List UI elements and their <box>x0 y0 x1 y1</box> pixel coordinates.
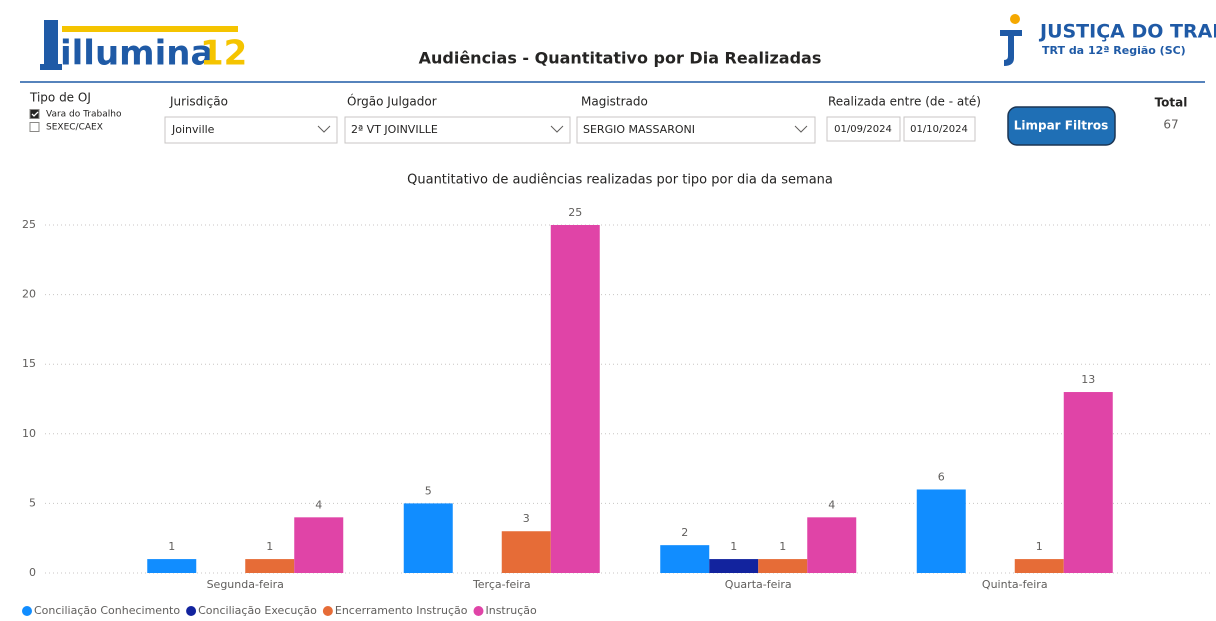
filter-label: Realizada entre (de - até) <box>828 95 981 109</box>
checkbox-list: Vara do Trabalho SEXEC/CAEX <box>29 109 122 133</box>
data-label: 1 <box>168 540 175 553</box>
button-label: Limpar Filtros <box>1014 119 1109 133</box>
date-input[interactable] <box>903 116 976 142</box>
x-tick-label: Segunda-feira <box>207 578 284 591</box>
bar <box>550 225 600 573</box>
filter-label: Órgão Julgador <box>347 94 437 109</box>
legend-label: Conciliação Execução <box>198 604 317 617</box>
legend-label: Encerramento Instrução <box>335 604 468 617</box>
lighthouse-base <box>40 64 62 70</box>
total-label: Total <box>1155 96 1188 110</box>
chart: 0 5 10 15 20 25 Segunda-feira 1 1 4 Terça-feira 5 3 2… <box>22 206 1210 617</box>
bar <box>1014 559 1064 573</box>
logo-left: illumina 12 <box>40 20 247 74</box>
legend-label: Conciliação Conhecimento <box>34 604 180 617</box>
clear-filters-button[interactable] <box>1007 106 1116 146</box>
data-label: 1 <box>730 540 737 553</box>
bar <box>245 559 295 573</box>
chevron <box>317 125 331 133</box>
dropdown[interactable] <box>576 116 816 144</box>
checkbox-label: SEXEC/CAEX <box>46 123 103 133</box>
data-label: 1 <box>779 540 786 553</box>
data-label: 5 <box>425 484 432 497</box>
dropdown-value: SERGIO MASSARONI <box>583 123 695 136</box>
chevron <box>794 125 808 133</box>
data-label: 1 <box>1036 540 1043 553</box>
y-tick-label: 20 <box>22 288 36 301</box>
logo-dot <box>1010 14 1020 24</box>
total-value: 67 <box>1163 118 1178 132</box>
bar <box>1063 392 1113 573</box>
data-label: 3 <box>523 512 530 525</box>
logo-text: illumina <box>60 34 213 74</box>
bar <box>758 559 808 573</box>
checkbox[interactable] <box>29 109 40 119</box>
bar <box>709 559 759 573</box>
checkbox[interactable] <box>29 122 40 132</box>
legend-marker <box>22 606 32 616</box>
data-label: 1 <box>266 540 273 553</box>
bar <box>294 517 344 573</box>
page-title: Audiências - Quantitativo por Dia Realiz… <box>419 49 822 68</box>
dropdown-value: Joinville <box>171 123 215 136</box>
filter-label: Magistrado <box>581 95 648 109</box>
legend-marker <box>186 606 197 616</box>
chart-title: Quantitativo de audiências realizadas po… <box>407 173 833 188</box>
bar <box>660 545 710 573</box>
dropdown[interactable] <box>164 116 338 144</box>
y-tick-label: 5 <box>29 496 36 509</box>
checkmark <box>31 111 39 117</box>
y-tick-label: 15 <box>22 357 36 370</box>
bar <box>807 517 857 573</box>
dropdown[interactable] <box>344 116 571 144</box>
x-tick-label: Quinta-feira <box>982 578 1048 591</box>
logo-number: 12 <box>200 34 247 74</box>
y-tick-label: 0 <box>29 566 36 579</box>
bar <box>916 489 966 573</box>
checkbox-label: Vara do Trabalho <box>46 110 122 120</box>
filter-label: Tipo de OJ <box>29 91 91 105</box>
logo-mark <box>1000 30 1022 66</box>
data-label: 13 <box>1081 373 1095 386</box>
date-from: 01/09/2024 <box>834 124 892 135</box>
dropdown-value: 2ª VT JOINVILLE <box>351 123 438 136</box>
lighthouse <box>44 20 58 68</box>
org-name: JUSTIÇA DO TRABALHO <box>1038 21 1216 43</box>
data-label: 2 <box>681 526 688 539</box>
y-tick-label: 10 <box>22 427 36 440</box>
data-label: 6 <box>938 470 945 483</box>
bar <box>147 559 197 573</box>
data-label: 4 <box>828 498 835 511</box>
data-label: 4 <box>315 498 322 511</box>
logo-beam <box>62 26 238 32</box>
x-tick-label: Terça-feira <box>472 578 531 591</box>
x-tick-label: Quarta-feira <box>725 578 792 591</box>
date-input[interactable] <box>826 116 901 142</box>
org-subtitle: TRT da 12ª Região (SC) <box>1042 44 1186 57</box>
legend-label: Instrução <box>485 604 537 617</box>
filter-label: Jurisdição <box>169 95 228 109</box>
bar <box>501 531 551 573</box>
legend-marker <box>322 606 333 616</box>
data-label: 25 <box>568 206 582 219</box>
bar <box>403 503 453 573</box>
y-tick-label: 25 <box>22 218 36 231</box>
legend-marker <box>473 606 484 616</box>
chevron <box>550 125 564 133</box>
logo-right: JUSTIÇA DO TRABALHO TRT da 12ª Região (S… <box>1000 14 1216 66</box>
date-to: 01/10/2024 <box>910 124 968 135</box>
